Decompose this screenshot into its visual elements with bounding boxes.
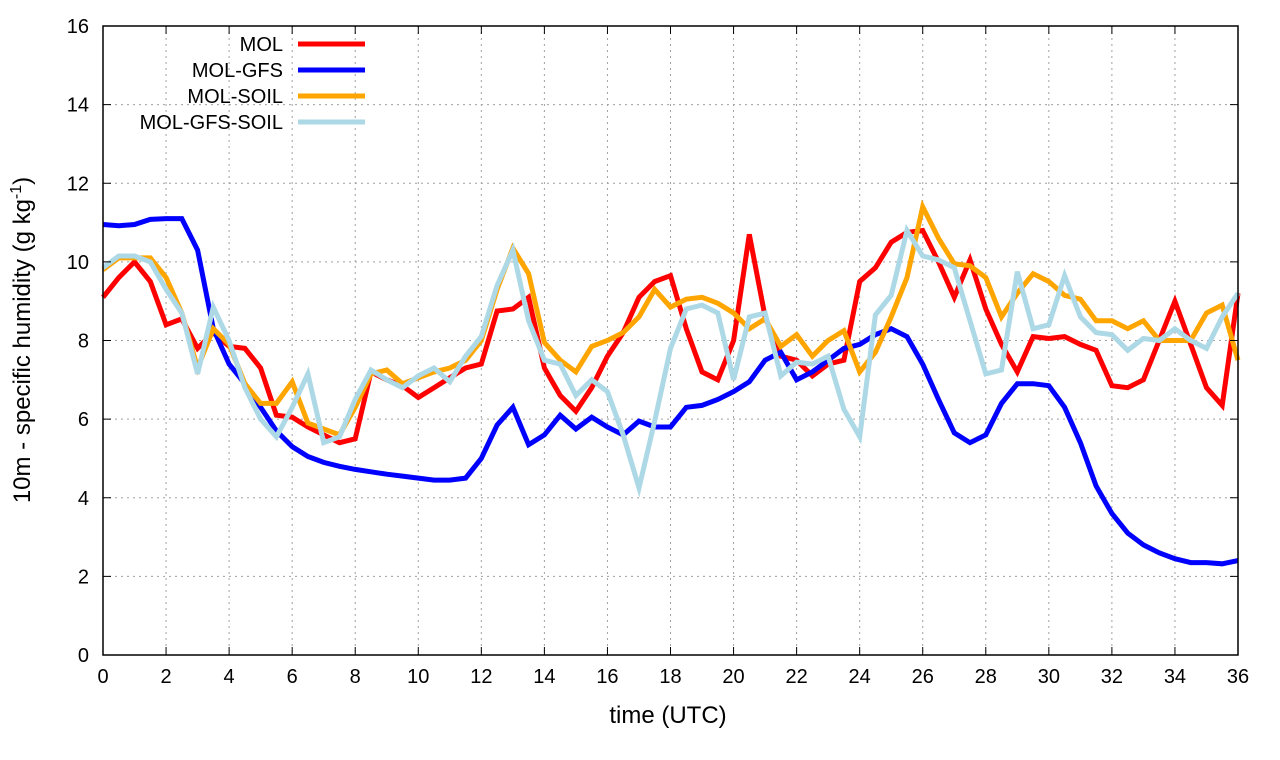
- x-tick-label: 0: [97, 666, 108, 688]
- x-tick-label: 14: [533, 666, 555, 688]
- y-axis-label-sup: -1: [8, 185, 25, 199]
- legend-label: MOL: [240, 34, 283, 56]
- x-tick-label: 10: [407, 666, 429, 688]
- legend-label: MOL-SOIL: [187, 86, 283, 108]
- x-tick-label: 32: [1101, 666, 1123, 688]
- series-line-mol-gfs: [102, 216, 1239, 567]
- y-tick-label: 12: [67, 173, 89, 195]
- y-tick-label: 10: [67, 252, 89, 274]
- x-tick-label: 22: [785, 666, 807, 688]
- y-tick-label: 8: [78, 331, 89, 353]
- x-tick-label: 20: [722, 666, 744, 688]
- y-tick-label: 0: [78, 645, 89, 667]
- x-tick-label: 16: [596, 666, 618, 688]
- y-axis-label: 10m - specific humidity (g kg-1): [8, 177, 36, 503]
- x-tick-label: 18: [659, 666, 681, 688]
- axes: 0 2 4 6 8 10 12 14 16 18 20 22 24 26 28 30 32 34 360246810…: [67, 16, 1249, 688]
- x-tick-label: 8: [350, 666, 361, 688]
- plot-border: [102, 25, 1239, 656]
- y-axis-label-main: 10m - specific humidity (g kg: [9, 199, 36, 503]
- x-tick-label: 2: [160, 666, 171, 688]
- x-axis-label: time (UTC): [609, 702, 726, 729]
- y-axis-label-end: ): [9, 177, 36, 185]
- legend-label: MOL-GFS-SOIL: [140, 112, 283, 134]
- x-tick-label: 26: [912, 666, 934, 688]
- legend-label: MOL-GFS: [192, 60, 283, 82]
- x-tick-label: 12: [470, 666, 492, 688]
- x-tick-label: 4: [224, 666, 235, 688]
- series-line-mol-soil: [101, 199, 1241, 438]
- y-tick-label: 4: [78, 488, 89, 510]
- series-line-mol-gfs-soil: [101, 223, 1241, 498]
- x-tick-label: 30: [1038, 666, 1060, 688]
- series-lines: [101, 199, 1241, 567]
- x-tick-label: 36: [1227, 666, 1249, 688]
- series-line-mol: [101, 227, 1241, 446]
- x-tick-label: 24: [849, 666, 871, 688]
- y-tick-label: 14: [67, 95, 89, 117]
- x-tick-label: 34: [1164, 666, 1186, 688]
- y-tick-label: 2: [78, 566, 89, 588]
- y-tick-label: 16: [67, 16, 89, 38]
- legend: MOL MOL-GFS MOL-SOIL MOL-GFS-SOIL: [140, 34, 365, 134]
- y-tick-label: 6: [78, 409, 89, 431]
- x-tick-label: 28: [975, 666, 997, 688]
- x-tick-label: 6: [287, 666, 298, 688]
